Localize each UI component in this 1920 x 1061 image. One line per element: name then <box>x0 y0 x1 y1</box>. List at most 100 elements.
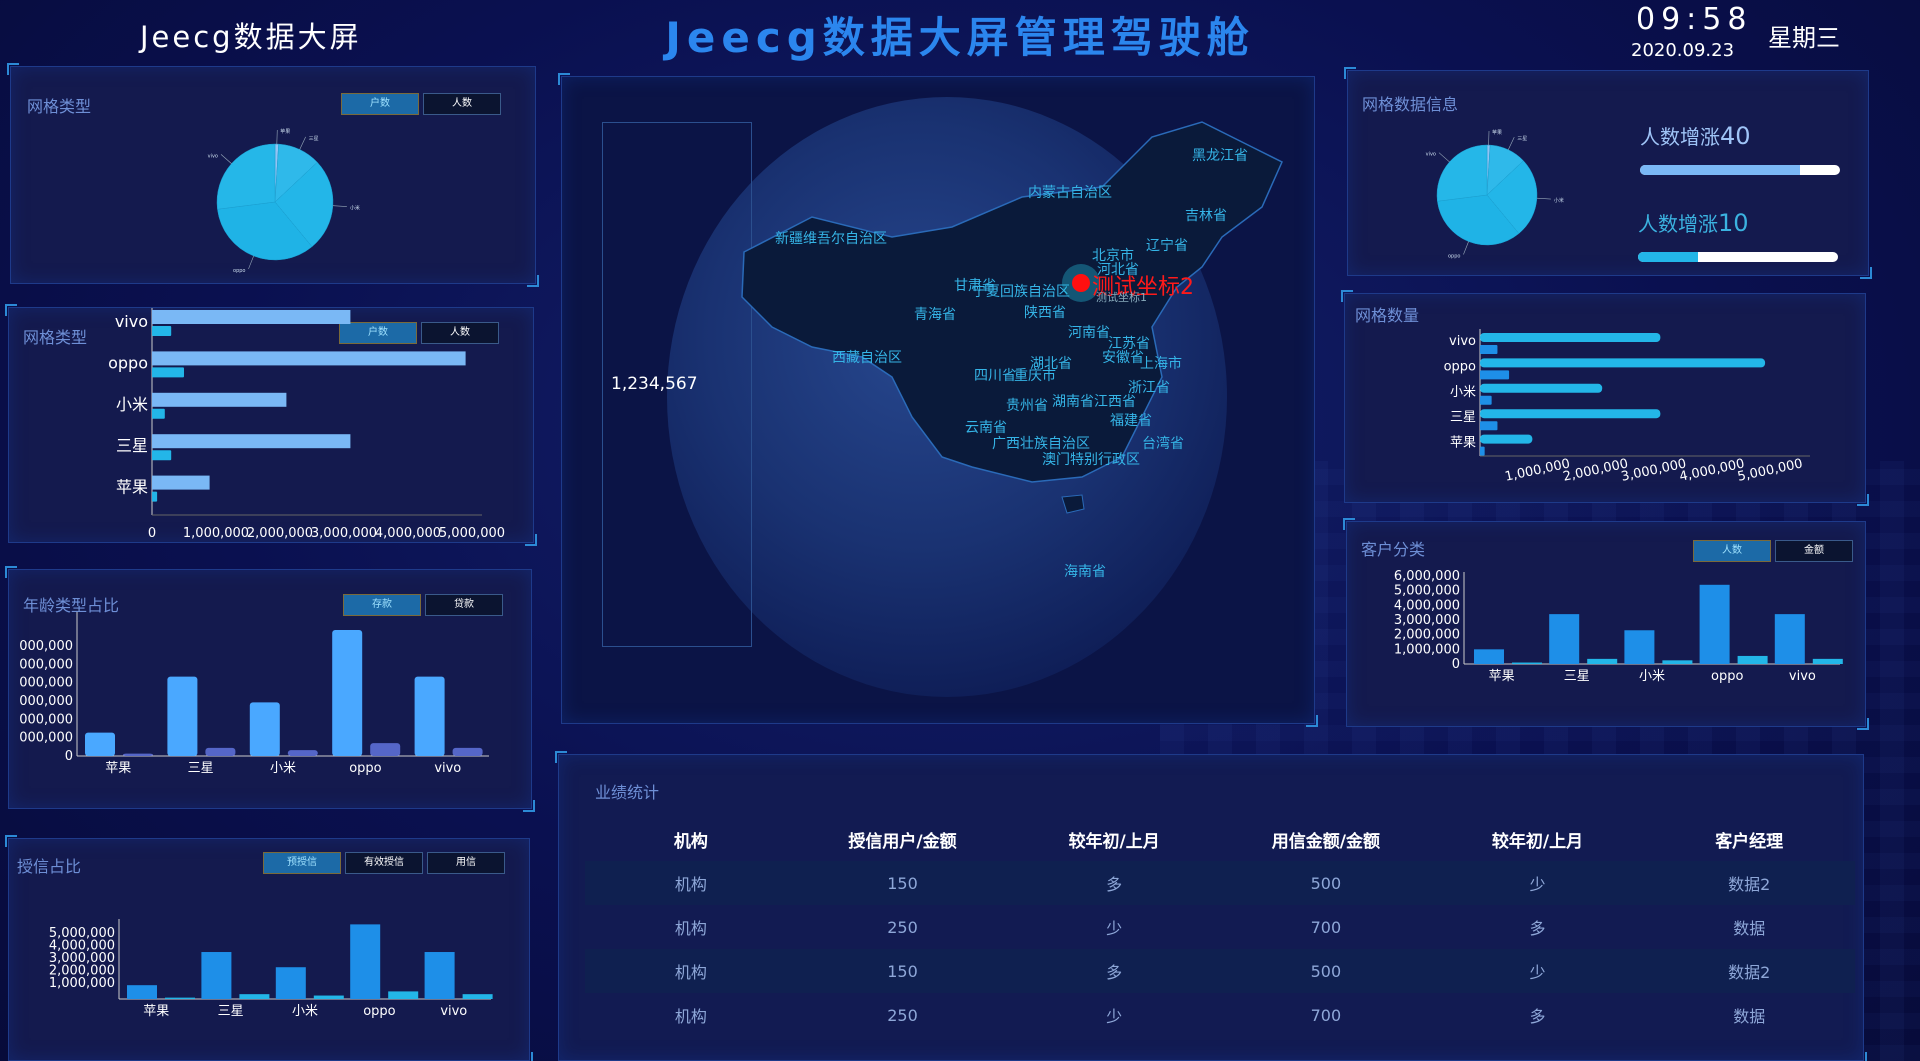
tick-label: 000,000 <box>19 694 73 709</box>
bar <box>152 434 351 449</box>
province-label: 安徽省 <box>1102 350 1144 366</box>
tick-label: 3,000,000 <box>49 951 115 966</box>
tab-households[interactable]: 户数 <box>341 93 419 115</box>
pie-label-line <box>220 154 232 164</box>
bar <box>152 475 210 490</box>
tick-label: 2,000,000 <box>247 526 313 541</box>
table-row[interactable]: 机构 250 少 700 多 数据 <box>585 993 1855 1037</box>
tab-households[interactable]: 户数 <box>339 322 417 344</box>
table-cell: 700 <box>1310 1005 1342 1025</box>
map-marker[interactable] <box>1072 274 1090 292</box>
tick-label: 4,000,000 <box>1394 598 1460 613</box>
table-cell: 数据2 <box>1728 875 1771 894</box>
province-label: 青海省 <box>914 307 956 323</box>
table-row[interactable]: 机构 150 多 500 少 数据2 <box>585 949 1855 993</box>
tab-people[interactable]: 人数 <box>1693 540 1771 562</box>
table-cell: 机构 <box>674 1007 707 1026</box>
province-label: 江西省 <box>1094 394 1136 410</box>
tab-used-credit[interactable]: 用信 <box>427 852 505 874</box>
progress-bar-1 <box>1640 165 1840 175</box>
china-map <box>741 121 1283 514</box>
bar <box>239 994 270 999</box>
table-cell: 少 <box>1106 1007 1123 1026</box>
tab-valid-credit[interactable]: 有效授信 <box>345 852 423 874</box>
tab-people[interactable]: 人数 <box>423 93 501 115</box>
bar <box>1587 658 1618 664</box>
pie-label: 三星 <box>309 136 319 142</box>
province-label: 甘肃省 <box>954 278 996 294</box>
bar <box>275 967 306 999</box>
province-label: 海南省 <box>1064 564 1106 580</box>
tick-label: 5,000,000 <box>1394 584 1460 599</box>
bar <box>1774 614 1805 664</box>
table-cell: 机构 <box>674 919 707 938</box>
category-label: 苹果 <box>116 478 148 497</box>
pie-label: oppo <box>233 268 245 274</box>
category-label: 三星 <box>1564 669 1590 684</box>
tab-amount[interactable]: 金额 <box>1775 540 1853 562</box>
table-row[interactable]: 机构 150 多 500 少 数据2 <box>585 861 1855 905</box>
panel-title: 授信占比 <box>17 857 82 876</box>
stat-growth-2: 人数增涨10 <box>1638 208 1749 237</box>
tick-label: 2,000,000 <box>1394 628 1460 643</box>
bar <box>388 991 419 999</box>
bar <box>1662 660 1693 664</box>
tab-people[interactable]: 人数 <box>421 322 499 344</box>
province-label: 辽宁省 <box>1146 238 1188 254</box>
bar <box>1624 630 1655 664</box>
category-label: 三星 <box>218 1004 244 1019</box>
table-header-cell: 客户经理 <box>1715 831 1784 852</box>
bar <box>201 952 232 999</box>
table-cell: 数据 <box>1733 919 1766 938</box>
pie-slice <box>1437 194 1520 246</box>
table-header-cell: 用信金额/金额 <box>1271 831 1380 852</box>
bar <box>152 310 351 324</box>
bar <box>370 743 401 756</box>
tab-pre-credit[interactable]: 预授信 <box>263 852 341 874</box>
header-left-title: Jeecg数据大屏 <box>140 20 362 54</box>
vertical-bar-chart: 苹果 三星 小米 oppo vivo 1,000,0002,000,0003,000,00… <box>49 919 493 1019</box>
table-cell: 250 <box>887 1005 918 1025</box>
panel-title: 业绩统计 <box>595 783 660 802</box>
vertical-bar-chart: 苹果 三星 小米 oppo vivo 0 000,000 000,000 000,000 000,… <box>19 612 489 776</box>
scale-value: 1,234,567 <box>611 374 698 394</box>
bar <box>414 676 445 756</box>
pie-slice <box>1436 144 1488 202</box>
pie-label-line <box>1438 152 1450 163</box>
table-header-cell: 较年初/上月 <box>1491 831 1584 852</box>
category-label: oppo <box>363 1004 395 1019</box>
bar <box>85 732 115 756</box>
category-label: 小米 <box>1639 669 1665 684</box>
province-label: 上海市 <box>1140 356 1182 372</box>
province-label: 云南省 <box>965 420 1007 436</box>
hainan-island <box>1061 494 1085 514</box>
panel-credit-ratio: 授信占比 预授信 有效授信 用信 苹果 三星 小米 oppo vivo 1,000,000… <box>5 835 533 1061</box>
province-label: 西藏自治区 <box>832 350 902 366</box>
tick-label: 0 <box>148 526 156 541</box>
province-label: 黑龙江省 <box>1192 148 1248 164</box>
category-label: 三星 <box>188 761 214 776</box>
table-cell: 多 <box>1529 919 1546 938</box>
tab-loan[interactable]: 贷款 <box>425 594 503 616</box>
tick-label: 0 <box>1452 657 1460 672</box>
stat-label: 人数增涨 <box>1638 212 1718 236</box>
pie-label-line <box>299 136 306 150</box>
panel-grid-type-bar: 网格类型 户数 人数 苹果 三星 小米 oppo vivo 0 1,000,000 2,000… <box>5 304 537 546</box>
table-row[interactable]: 机构 250 少 700 多 数据 <box>585 905 1855 949</box>
province-label: 贵州省 <box>1006 398 1048 414</box>
pie-slice <box>274 161 334 248</box>
province-label: 浙江省 <box>1128 380 1170 396</box>
panel-title: 客户分类 <box>1361 540 1426 559</box>
bar <box>350 924 381 999</box>
province-label: 新疆维吾尔自治区 <box>775 231 887 247</box>
vertical-bar-chart: 苹果 三星 小米 oppo vivo 01,000,0002,000,0003,000,0… <box>1394 569 1843 684</box>
tab-deposit[interactable]: 存款 <box>343 594 421 616</box>
marker-label: 测试坐标2 <box>1092 275 1194 300</box>
panel-title: 年龄类型占比 <box>23 596 120 615</box>
tick-label: 6,000,000 <box>1394 569 1460 584</box>
table-cell: 500 <box>1310 961 1342 981</box>
category-label: vivo <box>1449 334 1476 349</box>
tick-label: 0 <box>65 749 73 764</box>
pie-label-line <box>1508 136 1515 150</box>
category-label: vivo <box>434 761 461 776</box>
